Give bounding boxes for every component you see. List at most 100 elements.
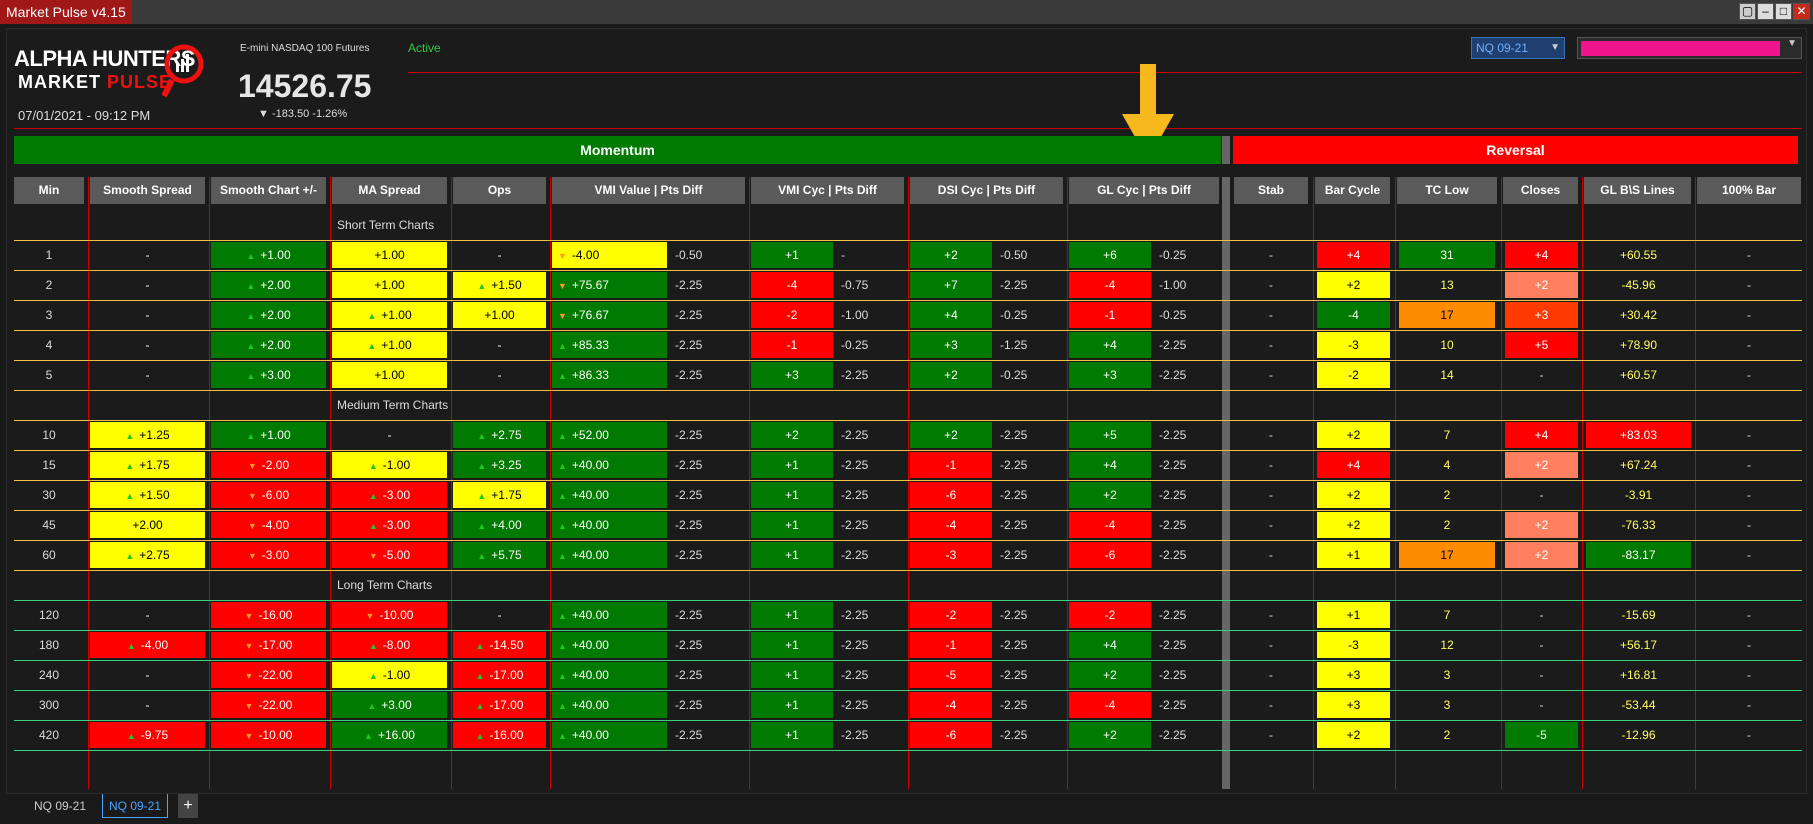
vmi-diff-cell: -2.25	[675, 338, 703, 352]
column-divider	[88, 177, 89, 789]
stab-cell: -	[1269, 308, 1273, 322]
min-cell: 300	[38, 698, 60, 712]
vmi-diff-cell: -2.25	[675, 518, 703, 532]
dsi-cyc-diff-cell: -1.25	[1000, 338, 1028, 352]
stab-cell: -	[1269, 488, 1273, 502]
min-cell: 3	[45, 308, 53, 322]
tc-low-cell: 31	[1399, 242, 1495, 268]
dsi-cyc-diff-cell: -2.25	[1000, 638, 1028, 652]
ops-cell: ▲ +2.75	[453, 422, 546, 448]
dsi-cyc-cell: -3	[910, 542, 992, 568]
minimize-button[interactable]: –	[1757, 3, 1774, 20]
closes-cell: +5	[1505, 332, 1578, 358]
down-triangle-icon: ▼	[244, 611, 254, 621]
column-divider	[209, 177, 210, 789]
up-triangle-icon: ▲	[246, 311, 256, 321]
dsi-cyc-cell: +4	[910, 302, 992, 328]
maximize-button[interactable]: □	[1775, 3, 1792, 20]
vmi-value-cell: ▲ +40.00	[552, 662, 667, 688]
down-triangle-icon: ▼	[244, 731, 254, 741]
down-triangle-icon: ▼	[244, 671, 254, 681]
stab-cell: -	[1269, 638, 1273, 652]
vmi-diff-cell: -2.25	[675, 548, 703, 562]
ops-cell: ▲ +1.50	[453, 272, 546, 298]
gl-bs-lines-cell: -3.91	[1624, 488, 1653, 502]
vmi-diff-cell: -2.25	[675, 428, 703, 442]
bar-cycle-cell: +3	[1317, 692, 1390, 718]
gl-cyc-cell: -4	[1069, 692, 1151, 718]
gl-cyc-cell: -6	[1069, 542, 1151, 568]
up-triangle-icon: ▲	[125, 491, 135, 501]
dsi-cyc-cell: +2	[910, 422, 992, 448]
dsi-cyc-cell: -4	[910, 692, 992, 718]
title-bar[interactable]: Market Pulse v4.15 ▢ – □ ✕	[0, 0, 1813, 24]
ma-spread-cell: ▲ +1.00	[332, 332, 447, 358]
up-triangle-icon: ▲	[246, 371, 256, 381]
smooth-spread-cell: -	[145, 278, 150, 292]
gl-cyc-diff-cell: -2.25	[1159, 368, 1187, 382]
closes-cell: -	[1539, 638, 1544, 652]
vmi-cyc-diff-cell: -2.25	[841, 548, 869, 562]
up-triangle-icon: ▲	[364, 731, 373, 741]
up-triangle-icon: ▲	[558, 341, 567, 351]
tc-low-cell: 7	[1443, 428, 1451, 442]
stab-cell: -	[1269, 428, 1273, 442]
vmi-value-cell: ▲ +85.33	[552, 332, 667, 358]
add-tab-button[interactable]: +	[178, 794, 198, 818]
alpha-hunters-logo: ALPHA HUNTERS MARKET PULSE	[14, 42, 204, 100]
vmi-cyc-diff-cell: -2.25	[841, 728, 869, 742]
row-divider	[14, 480, 1802, 481]
gl-bs-lines-cell: +67.24	[1619, 458, 1658, 472]
min-cell: 30	[42, 488, 56, 502]
color-select[interactable]: ▼	[1577, 37, 1802, 59]
bar-100-cell: -	[1747, 458, 1751, 472]
up-triangle-icon: ▲	[368, 461, 378, 471]
vmi-cyc-cell: -2	[751, 302, 833, 328]
min-cell: 240	[38, 668, 60, 682]
bar-gutter	[1222, 136, 1230, 164]
ops-cell: -	[497, 368, 502, 382]
gl-cyc-cell: -2	[1069, 602, 1151, 628]
datetime: 07/01/2021 - 09:12 PM	[18, 108, 151, 123]
up-triangle-icon: ▲	[558, 491, 567, 501]
tab-nq-0921-b[interactable]: NQ 09-21	[102, 794, 169, 818]
vmi-cyc-diff-cell: -2.25	[841, 368, 869, 382]
min-cell: 4	[45, 338, 53, 352]
smooth-chart-cell: ▼ -4.00	[211, 512, 326, 538]
restore-icon[interactable]: ▢	[1739, 3, 1756, 20]
column-divider	[1067, 177, 1068, 789]
gl-cyc-cell: +2	[1069, 482, 1151, 508]
instrument-select[interactable]: NQ 09-21 ▼	[1471, 37, 1565, 59]
tc-low-cell: 17	[1399, 542, 1495, 568]
tc-low-cell: 3	[1443, 698, 1451, 712]
vmi-diff-cell: -2.25	[675, 638, 703, 652]
row-divider	[14, 750, 1802, 751]
tab-nq-0921-a[interactable]: NQ 09-21	[34, 799, 87, 813]
ma-spread-cell: ▲ +3.00	[332, 692, 447, 718]
smooth-spread-cell: -	[145, 608, 150, 622]
reversal-bar: Reversal	[1233, 136, 1798, 164]
closes-cell: +3	[1505, 302, 1578, 328]
gl-bs-lines-cell: +78.90	[1619, 338, 1658, 352]
vmi-cyc-cell: +1	[751, 692, 833, 718]
column-divider	[1501, 177, 1502, 789]
gl-cyc-cell: +3	[1069, 362, 1151, 388]
column-header: 100% Bar	[1697, 177, 1801, 204]
last-price: 14526.75	[238, 68, 372, 104]
vmi-diff-cell: -2.25	[675, 488, 703, 502]
column-header: Smooth Spread	[90, 177, 205, 204]
dsi-cyc-diff-cell: -0.25	[1000, 368, 1028, 382]
bar-100-cell: -	[1747, 518, 1751, 532]
gl-cyc-cell: +5	[1069, 422, 1151, 448]
gl-cyc-diff-cell: -2.25	[1159, 548, 1187, 562]
closes-cell: +2	[1505, 272, 1578, 298]
dsi-cyc-cell: +2	[910, 362, 992, 388]
gl-cyc-cell: +4	[1069, 332, 1151, 358]
close-button[interactable]: ✕	[1793, 3, 1810, 20]
up-triangle-icon: ▲	[368, 641, 378, 651]
smooth-spread-cell: -	[145, 368, 150, 382]
smooth-chart-cell: ▼ -3.00	[211, 542, 326, 568]
ops-cell: ▲ +5.75	[453, 542, 546, 568]
dsi-cyc-cell: -4	[910, 512, 992, 538]
down-triangle-icon: ▼	[247, 521, 257, 531]
